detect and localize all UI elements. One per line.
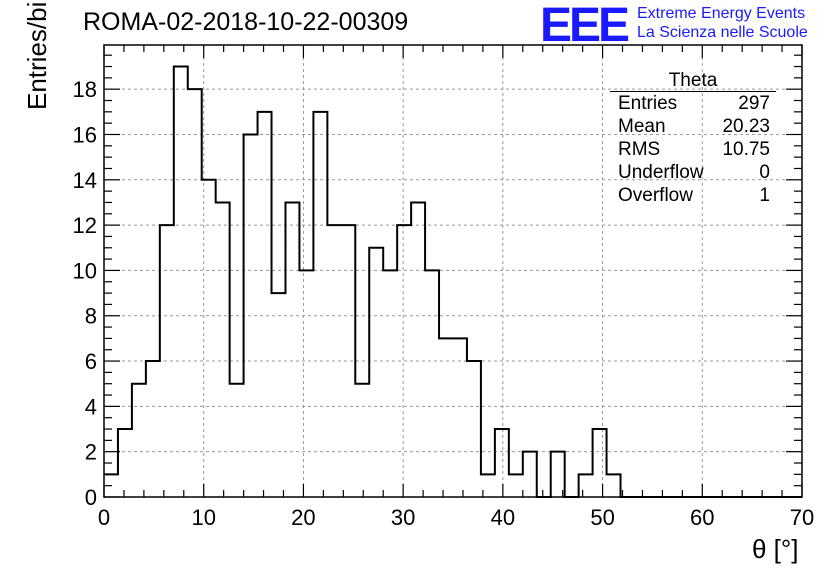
- histogram-bin: [495, 429, 509, 497]
- stats-label: Underflow: [618, 162, 704, 183]
- histogram-bin: [146, 361, 160, 497]
- y-tick-label: 12: [73, 213, 97, 238]
- logo-caption: Extreme Energy Events La Scienza nelle S…: [637, 4, 808, 42]
- stats-box-title: Theta: [610, 70, 776, 92]
- x-tick-label: 70: [790, 505, 814, 530]
- y-axis-label: Entries/bin: [22, 0, 52, 110]
- histogram-bin: [313, 112, 327, 497]
- y-tick-label: 4: [85, 394, 97, 419]
- histogram-bin: [299, 270, 313, 497]
- y-tick-label: 0: [85, 485, 97, 510]
- stats-label: Mean: [618, 116, 666, 137]
- stats-value: 0: [759, 162, 770, 183]
- y-tick-label: 16: [73, 122, 97, 147]
- x-tick-label: 60: [690, 505, 714, 530]
- stats-value: 297: [738, 93, 770, 114]
- stats-label: RMS: [618, 139, 661, 160]
- x-tick-label: 40: [491, 505, 515, 530]
- stats-row-entries: Entries 297: [610, 92, 776, 115]
- stats-row-mean: Mean 20.23: [610, 115, 776, 138]
- x-tick-label: 0: [98, 505, 110, 530]
- x-tick-label: 20: [291, 505, 315, 530]
- histogram-bin: [523, 452, 537, 497]
- stats-value: 10.75: [722, 139, 770, 160]
- y-tick-label: 18: [73, 77, 97, 102]
- histogram-bin: [132, 384, 146, 497]
- x-axis-label: θ [°]: [752, 534, 799, 564]
- histogram-bin: [607, 474, 621, 497]
- histogram-bin: [467, 361, 481, 497]
- histogram-bin: [285, 202, 299, 497]
- histogram-bin: [453, 338, 467, 497]
- histogram-bin: [509, 474, 523, 497]
- logo-caption-line1: Extreme Energy Events: [637, 5, 806, 22]
- stats-row-underflow: Underflow 0: [610, 161, 776, 184]
- y-tick-label: 2: [85, 440, 97, 465]
- x-tick-label: 30: [391, 505, 415, 530]
- y-tick-label: 14: [73, 168, 97, 193]
- y-tick-label: 10: [73, 258, 97, 283]
- histogram-step-line: [104, 65, 802, 498]
- stats-box: Theta Entries 297 Mean 20.23 RMS 10.75 Unde…: [610, 70, 776, 207]
- histogram-bin: [411, 202, 425, 497]
- stats-row-rms: RMS 10.75: [610, 138, 776, 161]
- stats-row-overflow: Overflow 1: [610, 184, 776, 207]
- stats-value: 1: [759, 185, 770, 206]
- logo-caption-line2: La Scienza nelle Scuole: [637, 24, 808, 41]
- y-tick-label: 6: [85, 349, 97, 374]
- histogram-bin: [341, 225, 355, 497]
- histogram-bin: [258, 112, 272, 497]
- x-tick-label: 10: [191, 505, 215, 530]
- histogram-bin: [118, 429, 132, 497]
- histogram-bin: [439, 338, 453, 497]
- histogram-bin: [272, 293, 286, 497]
- histogram-bin: [230, 384, 244, 497]
- histogram-bin: [579, 474, 593, 497]
- histogram-bin: [593, 429, 607, 497]
- stats-label: Overflow: [618, 185, 693, 206]
- x-tick-label: 50: [590, 505, 614, 530]
- histogram-bin: [369, 248, 383, 497]
- stats-label: Entries: [618, 93, 678, 114]
- histogram-bin: [216, 202, 230, 497]
- histogram-bin: [355, 384, 369, 497]
- stats-value: 20.23: [722, 116, 770, 137]
- histogram-bin: [383, 270, 397, 497]
- chart-title: ROMA-02-2018-10-22-00309: [83, 8, 409, 36]
- eee-logo: EEE: [540, 0, 630, 52]
- histogram-bin: [425, 270, 439, 497]
- histogram-bin: [174, 67, 188, 497]
- histogram-bin: [188, 89, 202, 497]
- y-tick-label: 8: [85, 304, 97, 329]
